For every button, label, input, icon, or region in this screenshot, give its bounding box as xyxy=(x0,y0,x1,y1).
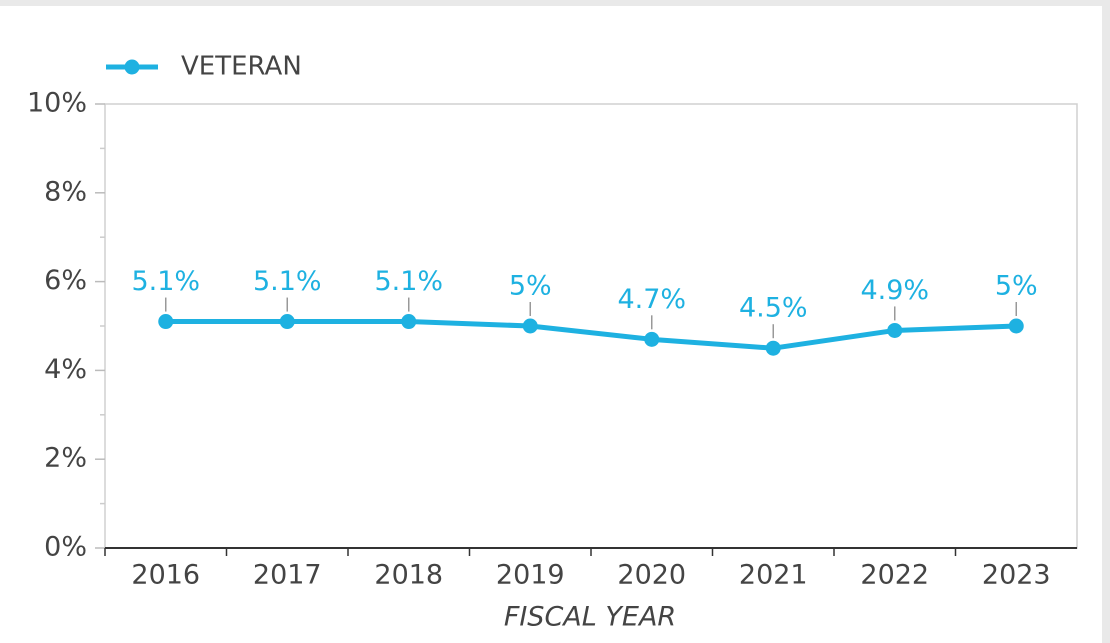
series-line xyxy=(165,319,1017,351)
y-tick-label: 10% xyxy=(27,88,87,119)
x-tick-label: 2020 xyxy=(617,560,686,591)
data-label: 4.7% xyxy=(617,284,686,315)
point xyxy=(279,314,295,330)
y-tick-label: 2% xyxy=(44,443,87,474)
y-tick-label: 4% xyxy=(44,354,87,385)
data-label: 4.5% xyxy=(739,293,808,324)
y-tick-label: 0% xyxy=(44,532,87,563)
point xyxy=(887,322,903,338)
data-label: 4.9% xyxy=(860,275,929,306)
x-tick-label: 2023 xyxy=(982,560,1051,591)
point xyxy=(1008,318,1024,334)
point xyxy=(644,331,660,347)
x-tick-label: 2021 xyxy=(739,560,808,591)
legend-label: VETERAN xyxy=(181,52,302,82)
data-label: 5.1% xyxy=(131,266,200,297)
x-tick-label: 2022 xyxy=(860,560,929,591)
point xyxy=(158,314,174,330)
point xyxy=(401,314,417,330)
legend-dot xyxy=(124,59,140,75)
point xyxy=(522,318,538,334)
data-label: 5% xyxy=(509,271,552,302)
x-tick-label: 2018 xyxy=(374,560,443,591)
x-tick-label: 2016 xyxy=(131,560,200,591)
card xyxy=(0,6,1102,643)
point xyxy=(765,340,781,356)
data-label: 5% xyxy=(995,271,1038,302)
data-label: 5.1% xyxy=(253,266,322,297)
data-label: 5.1% xyxy=(374,266,443,297)
y-tick-label: 8% xyxy=(44,176,87,207)
y-tick-label: 6% xyxy=(44,265,87,296)
x-tick-label: 2017 xyxy=(253,560,322,591)
x-axis-label: FISCAL YEAR xyxy=(504,602,676,633)
x-tick-label: 2019 xyxy=(496,560,565,591)
